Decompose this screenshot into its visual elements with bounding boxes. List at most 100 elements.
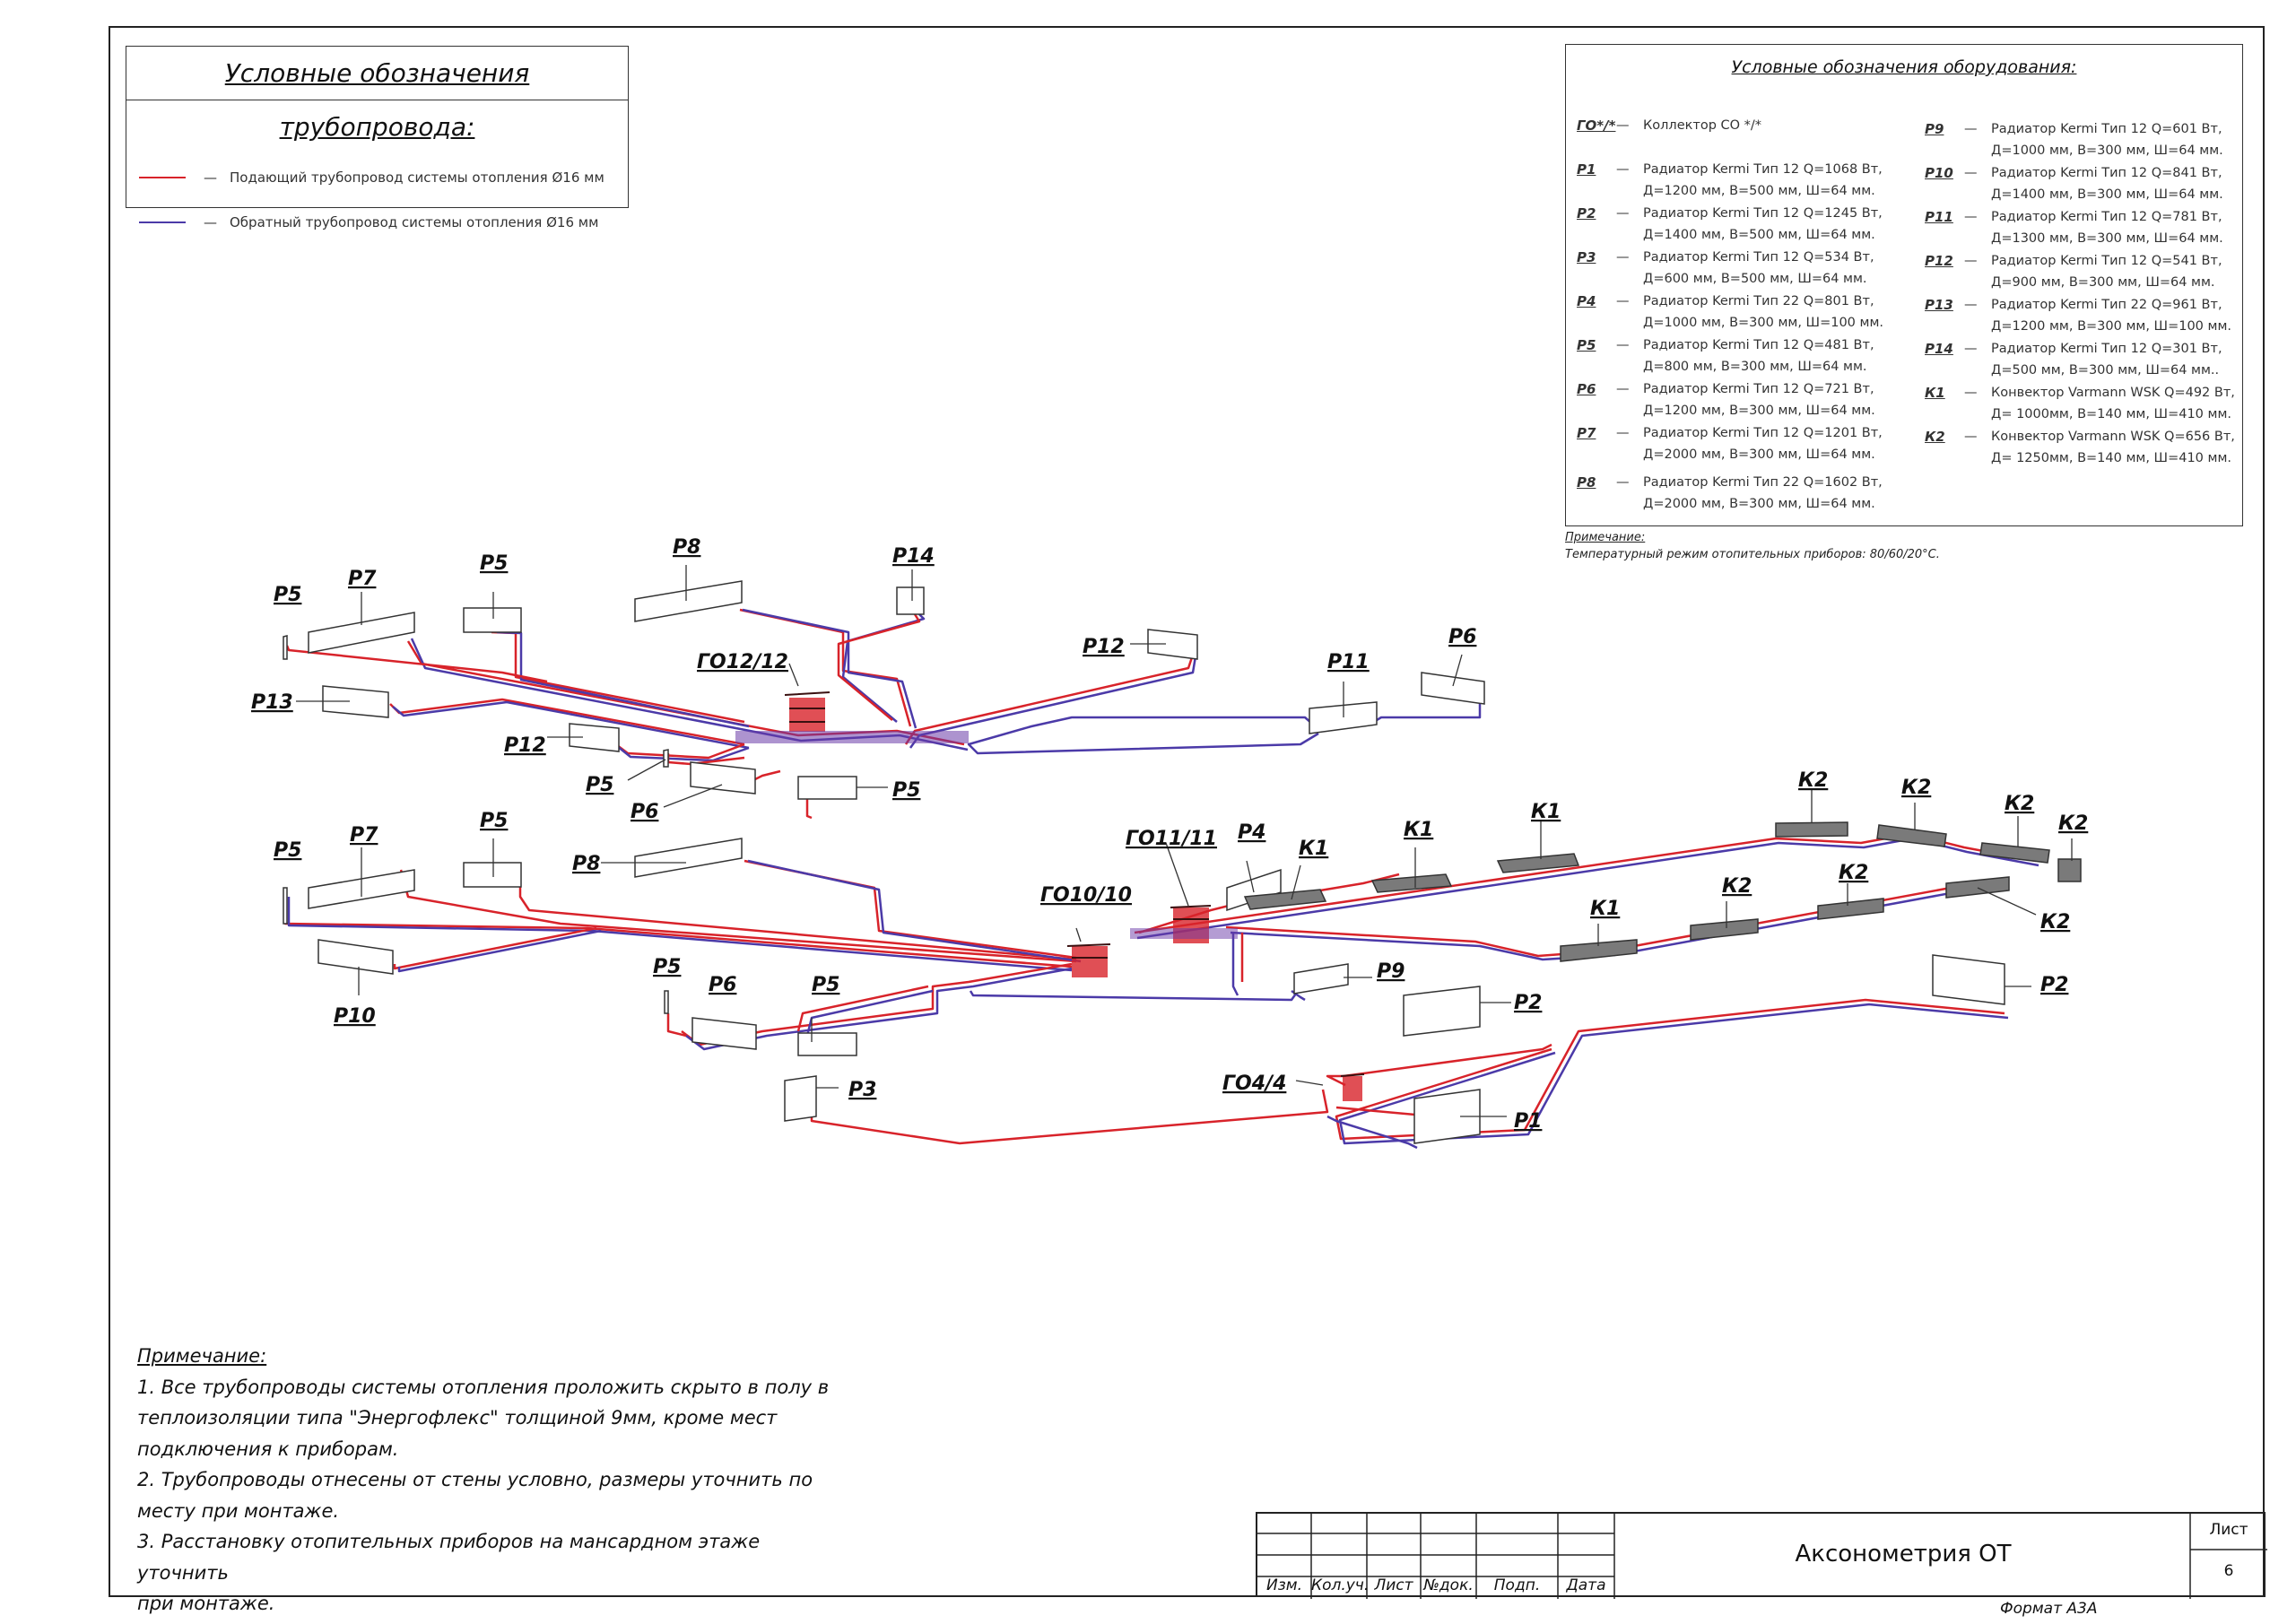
radiator-r6-upper [690,761,756,795]
equipment-description: Радиатор Kermi Тип 22 Q=1602 Вт, Д=2000 м… [1643,475,1883,511]
label-r5: Р5 [480,810,508,832]
label-r5: Р5 [892,779,920,802]
equipment-legend-item: Р13— Радиатор Kermi Тип 22 Q=961 Вт, Д=120… [1925,294,2239,337]
equipment-description: Радиатор Kermi Тип 12 Q=1068 Вт, Д=1200 м… [1643,162,1883,198]
label-r1: Р1 [1514,1110,1542,1133]
radiator-r3 [784,1075,817,1122]
equipment-legend-item: Р2— Радиатор Kermi Тип 12 Q=1245 Вт, Д=140… [1577,203,1891,246]
temperature-note-header: Примечание: [1565,531,1646,544]
equipment-description: Радиатор Kermi Тип 12 Q=301 Вт, Д=500 мм,… [1991,342,2222,378]
note-line: месту при монтаже. [137,1499,340,1522]
radiator-r11 [1309,701,1378,734]
equipment-legend: Условные обозначения оборудования: ГО*/*… [1565,44,2243,526]
radiator-r6-upper-right [1421,672,1485,705]
label-go10: ГО10/10 [1040,884,1132,907]
equipment-description: Конвектор Varmann WSK Q=656 Вт, Д= 1250мм… [1991,430,2235,465]
equipment-legend-item: Р7— Радиатор Kermi Тип 12 Q=1201 Вт, Д=200… [1577,422,1891,465]
equipment-description: Радиатор Kermi Тип 12 Q=1201 Вт, Д=2000 м… [1643,426,1883,462]
equipment-legend-item: Р14— Радиатор Kermi Тип 12 Q=301 Вт, Д=500… [1925,338,2239,381]
label-r14: Р14 [892,545,935,568]
equipment-code: Р7 [1577,425,1596,441]
supply-line-swatch [139,177,186,178]
equipment-description: Радиатор Kermi Тип 12 Q=1245 Вт, Д=1400 м… [1643,206,1883,242]
label-k2: К2 [1839,862,1868,884]
format-label: Формат А3А [2000,1600,2098,1618]
label-r8: Р8 [673,536,700,559]
equipment-description: Конвектор Varmann WSK Q=492 Вт, Д= 1000мм… [1991,386,2235,421]
label-k2: К2 [2005,793,2034,815]
equipment-description: Радиатор Kermi Тип 12 Q=841 Вт, Д=1400 мм… [1991,166,2223,202]
temperature-note: Примечание: Температурный режим отопител… [1565,531,1940,561]
label-k1: К1 [1299,838,1328,860]
col-doc: №док. [1423,1576,1474,1594]
label-r5: Р5 [653,956,681,978]
label-r3: Р3 [848,1079,876,1101]
equipment-code: Р8 [1577,474,1596,491]
equipment-legend-item: Р12— Радиатор Kermi Тип 12 Q=541 Вт, Д=900… [1925,250,2239,293]
label-r5: Р5 [274,584,301,606]
radiator-r2-right [1932,954,2005,1005]
radiator-r9 [1293,963,1349,994]
label-r7: Р7 [348,568,377,590]
radiator-r13 [322,685,389,718]
pipe-legend-title: Условные обозначения трубопровода: [126,47,628,142]
note-line: 3. Расстановку отопительных приборов на … [137,1531,761,1584]
convector-k2-f [1817,898,1884,920]
radiator-r5-lower-c [664,990,669,1014]
equipment-description: Коллектор СО */* [1643,118,1762,133]
radiator-r5-lower-b [463,862,522,888]
collector-go12 [735,691,969,743]
label-r9: Р9 [1377,960,1405,983]
leader-lines [296,565,2073,1117]
label-go11: ГО11/11 [1126,828,1217,850]
label-r6: Р6 [1448,626,1476,648]
equipment-legend-item: Р5— Радиатор Kermi Тип 12 Q=481 Вт, Д=800 … [1577,334,1891,378]
equipment-code: Р12 [1925,253,1953,269]
collectors [735,691,1365,1101]
radiator-r12-upper-left [569,723,620,752]
note-line: теплоизоляции типа "Энергофлекс" толщино… [137,1407,778,1429]
label-k2: К2 [2058,812,2088,835]
equipment-code: Р2 [1577,205,1596,221]
equipment-code: Р13 [1925,297,1953,313]
label-k1: К1 [1590,898,1620,920]
pipe-legend-supply: — Подающий трубопровод системы отопления… [139,164,604,191]
general-notes: Примечание: 1. Все трубопроводы системы … [137,1341,855,1620]
radiator-r5-upper-d [797,776,857,800]
equipment-code: ГО*/* [1577,117,1616,134]
radiator-r12-upper-right [1147,629,1198,660]
col-list: Лист [1374,1576,1413,1594]
label-go4: ГО4/4 [1222,1073,1286,1095]
equipment-legend-item: Р11— Радиатор Kermi Тип 12 Q=781 Вт, Д=130… [1925,206,2239,249]
convector-k2-c [1979,842,2050,864]
equipment-code: Р14 [1925,341,1953,357]
label-r8: Р8 [572,853,600,875]
note-line: при монтаже. [137,1593,275,1614]
convector-k2-b [1876,824,1947,847]
equipment-code: Р4 [1577,293,1596,309]
label-r11: Р11 [1327,651,1370,673]
pipe-legend: Условные обозначения трубопровода: — Под… [126,46,629,230]
equipment-code: Р5 [1577,337,1596,353]
label-r2: Р2 [1514,992,1542,1014]
equipment-code: Р11 [1925,209,1953,225]
label-r12: Р12 [1083,636,1125,658]
radiator-r1 [1413,1089,1481,1144]
col-kol: Кол.уч. [1311,1576,1370,1594]
label-r6: Р6 [709,974,736,996]
radiator-r6-lower [691,1017,757,1050]
temperature-note-text: Температурный режим отопительных приборо… [1565,548,1940,561]
radiator-r5-lower-d [797,1032,857,1056]
equipment-legend-item: К1— Конвектор Varmann WSK Q=492 Вт, Д= 100… [1925,382,2239,425]
radiator-r8-upper [634,580,743,622]
note-line: 2. Трубопроводы отнесены от стены условн… [137,1469,813,1490]
note-line: 1. Все трубопроводы системы отопления пр… [137,1376,830,1398]
radiator-r14 [896,586,925,615]
label-r10: Р10 [334,1005,376,1028]
upper-branch-pipes [285,608,1482,820]
radiator-r5-lower-a [283,887,288,925]
equipment-legend-title: Условные обозначения оборудования: [1731,57,2077,77]
notes-header: Примечание: [137,1345,267,1367]
convector-k2-e [1690,918,1759,941]
title-block-grid [1257,1514,2267,1599]
